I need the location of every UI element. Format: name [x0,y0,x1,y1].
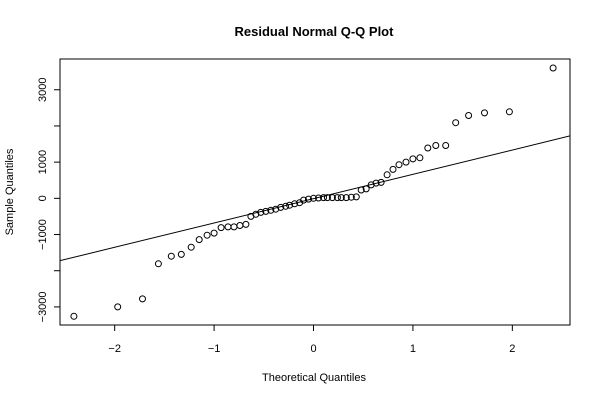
data-point-9 [210,229,218,237]
x-axis: −2 −1 0 1 2 [108,325,515,355]
y-axis: −3000 −1000 0 1000 3000 [37,78,60,322]
data-point-43 [383,171,391,179]
data-point-47 [409,155,417,163]
data-point-31 [323,194,331,202]
y-tick-label-2: 0 [37,195,49,201]
data-point-22 [282,202,290,210]
data-point-3 [154,260,162,268]
data-point-23 [286,201,294,209]
data-point-56 [549,64,557,72]
data-point-27 [305,195,312,203]
data-point-5 [177,250,185,258]
x-tick-label-4: 2 [509,343,515,355]
y-tick-label-4: 3000 [37,78,49,102]
y-tick-label-0: −3000 [37,291,49,322]
data-point-18 [262,207,270,215]
x-tick-label-1: −1 [208,343,221,355]
data-point-51 [442,142,450,149]
data-point-1 [114,303,122,311]
chart-title: Residual Normal Q-Q Plot [235,24,395,39]
data-point-38 [357,186,365,194]
data-point-44 [389,165,397,173]
data-point-40 [367,181,375,189]
y-axis-label: Sample Quantiles [4,148,16,235]
data-point-19 [267,206,275,214]
data-point-2 [139,295,146,303]
data-point-10 [217,224,225,232]
data-point-41 [372,179,380,187]
data-point-21 [277,203,285,211]
data-point-8 [203,231,211,239]
data-point-24 [291,200,299,208]
data-point-49 [424,144,432,152]
data-point-32 [328,194,336,202]
x-tick-label-2: 0 [310,343,316,355]
x-axis-label: Theoretical Quantiles [262,372,366,384]
y-tick-label-1: −1000 [37,219,49,250]
data-point-42 [377,178,385,186]
data-point-11 [224,223,232,231]
data-point-33 [333,194,341,202]
reference-line [60,135,570,262]
data-point-28 [310,194,317,202]
data-point-55 [505,108,513,116]
data-point-39 [362,185,370,193]
data-point-7 [195,236,203,244]
data-point-52 [452,119,460,127]
data-point-13 [236,222,244,229]
data-point-53 [465,112,473,119]
data-point-46 [402,158,410,166]
data-point-17 [257,208,265,216]
data-point-36 [347,193,355,201]
data-point-45 [395,161,403,169]
x-tick-label-0: −2 [108,343,121,355]
data-point-26 [300,196,308,204]
data-point-54 [481,109,488,117]
data-point-4 [167,252,175,260]
data-point-48 [416,154,424,162]
data-point-34 [337,194,345,202]
data-point-37 [352,193,360,201]
data-point-35 [342,194,350,202]
data-point-50 [432,142,440,149]
data-point-29 [315,194,322,202]
data-point-14 [242,220,250,228]
data-point-12 [230,223,238,231]
data-point-0 [70,312,78,320]
x-tick-label-3: 1 [410,343,416,355]
y-tick-label-3: 1000 [37,150,49,174]
data-point-30 [320,194,327,202]
data-point-6 [187,243,195,251]
plot-frame [59,58,571,326]
